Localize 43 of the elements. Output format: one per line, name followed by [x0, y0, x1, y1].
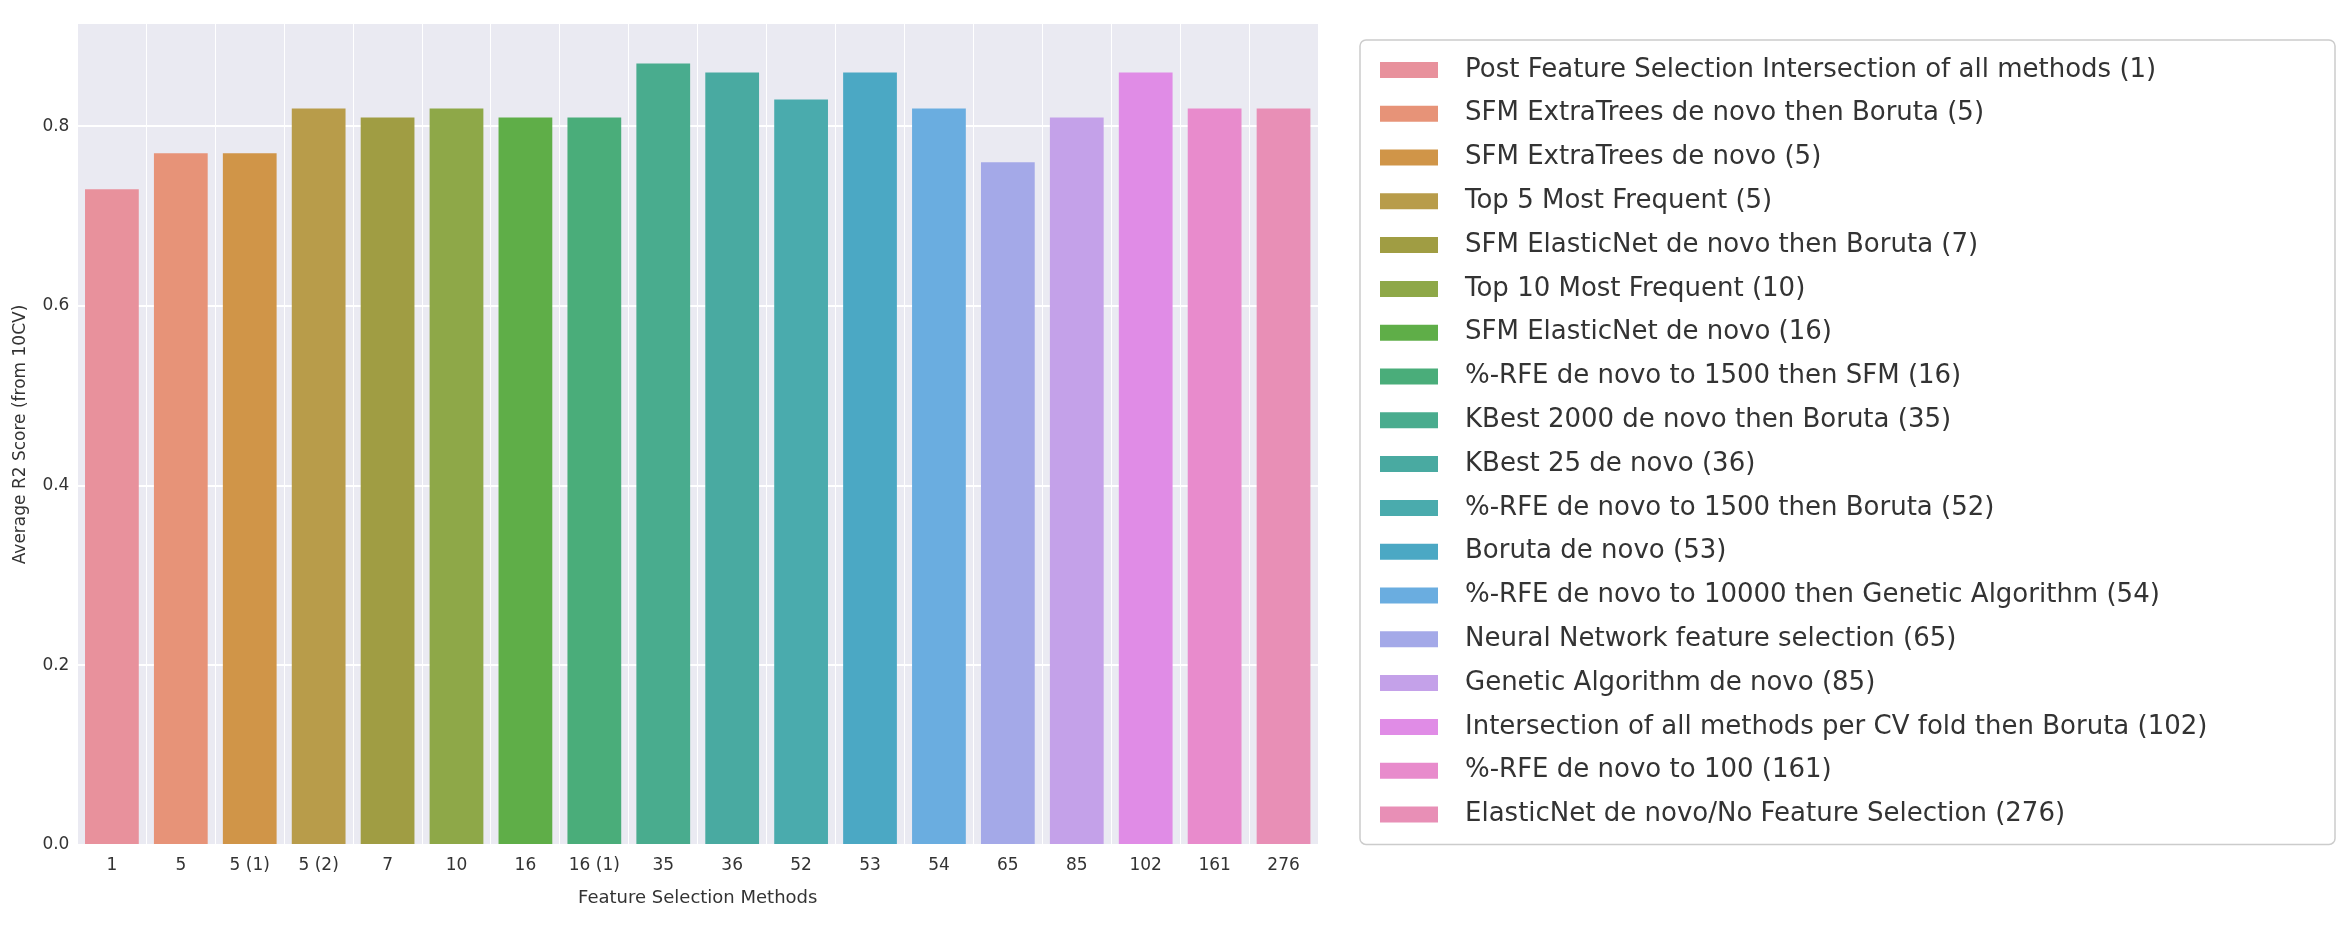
legend-label: %-RFE de novo to 100 (161) [1465, 753, 1832, 784]
legend-label: KBest 25 de novo (36) [1465, 446, 1756, 477]
legend-label: Top 5 Most Frequent (5) [1464, 184, 1773, 215]
x-tick-label: 36 [721, 853, 743, 874]
x-tick-label: 54 [928, 853, 950, 874]
legend-label: Neural Network feature selection (65) [1465, 622, 1957, 653]
legend-label: SFM ElasticNet de novo then Boruta (7) [1465, 227, 1979, 258]
legend-label: ElasticNet de novo/No Feature Selection (276) [1465, 797, 2066, 828]
x-tick-label: 65 [997, 853, 1019, 874]
x-tick-label: 35 [652, 853, 675, 874]
legend-label: Boruta de novo (53) [1465, 534, 1727, 565]
x-tick-label: 161 [1198, 853, 1231, 874]
legend-label: Genetic Algorithm de novo (85) [1465, 665, 1876, 696]
x-tick-label: 16 [514, 853, 537, 874]
legend-label: SFM ExtraTrees de novo (5) [1465, 140, 1822, 171]
legend-label: SFM ElasticNet de novo (16) [1465, 315, 1832, 346]
legend-label: SFM ExtraTrees de novo then Boruta (5) [1465, 96, 1985, 127]
x-tick-label: 10 [445, 853, 468, 874]
legend-label: %-RFE de novo to 1500 then Boruta (52) [1465, 490, 1995, 521]
legend-label: %-RFE de novo to 1500 then SFM (16) [1465, 359, 1962, 390]
x-tick-label: 5 (2) [298, 853, 339, 874]
x-tick-label: 53 [859, 853, 881, 874]
x-tick-label: 5 (1) [229, 853, 270, 874]
y-tick-label: 0.6 [42, 294, 70, 315]
x-tick-label: 102 [1129, 853, 1162, 874]
legend-label: Top 10 Most Frequent (10) [1464, 271, 1806, 302]
legend-label: KBest 2000 de novo then Boruta (35) [1465, 403, 1952, 434]
x-axis-title: Feature Selection Methods [578, 885, 818, 907]
x-tick-label: 16 (1) [568, 853, 620, 874]
legend-label: Intersection of all methods per CV fold then Boruta (102) [1465, 709, 2208, 740]
y-tick-label: 0.2 [42, 653, 70, 674]
y-tick-label: 0.0 [42, 833, 70, 854]
legend-label: Post Feature Selection Intersection of all methods (1) [1465, 52, 2157, 83]
x-tick-label: 5 [175, 853, 187, 874]
x-tick-label: 7 [382, 853, 393, 874]
y-tick-label: 0.4 [42, 474, 70, 495]
x-tick-label: 52 [790, 853, 812, 874]
x-tick-label: 1 [106, 853, 118, 874]
y-axis-title: Average R2 Score (from 10CV) [8, 304, 29, 565]
y-tick-label: 0.8 [42, 114, 70, 135]
x-tick-label: 85 [1065, 853, 1088, 874]
x-tick-label: 276 [1267, 853, 1300, 874]
legend-label: %-RFE de novo to 10000 then Genetic Algorithm (54) [1465, 578, 2160, 609]
